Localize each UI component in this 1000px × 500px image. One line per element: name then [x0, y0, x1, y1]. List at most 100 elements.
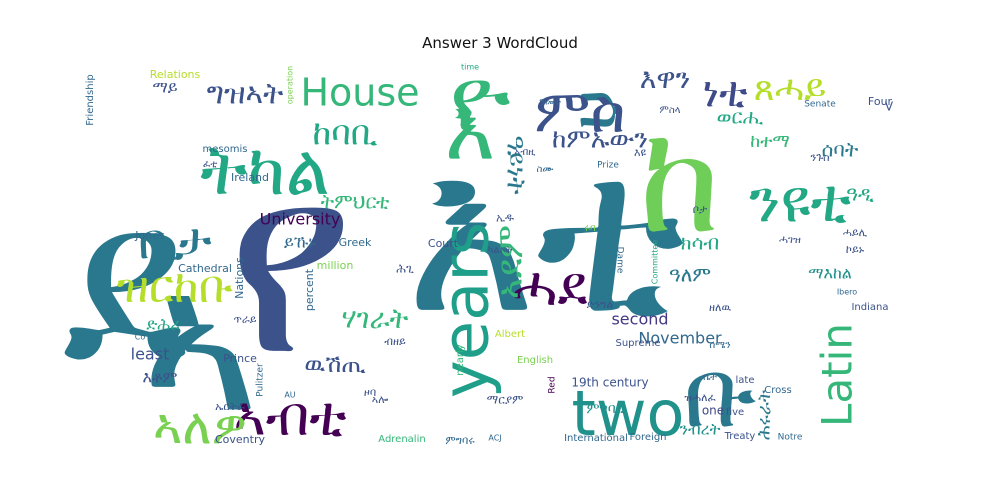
- word-52: Ireland: [231, 171, 269, 184]
- word-109: ንጉስ: [810, 151, 829, 164]
- word-33: November: [638, 329, 722, 348]
- word-2: እቲ: [406, 106, 685, 362]
- word-11: years: [430, 222, 504, 398]
- word-111: እዩ: [634, 146, 647, 159]
- word-62: million: [317, 259, 354, 272]
- word-34: second: [611, 310, 668, 329]
- word-39: ወርሒ: [717, 105, 764, 129]
- word-7: ኣ: [141, 225, 258, 458]
- word-38: ከተማ: [750, 131, 789, 152]
- word-26: ከምኡውን: [552, 125, 648, 155]
- word-37: ሰባት: [822, 138, 859, 162]
- word-87: AU: [284, 391, 295, 400]
- word-3: እ: [445, 80, 495, 179]
- word-18: ቢታ: [138, 213, 211, 271]
- word-104: ኤርትራ: [215, 400, 245, 413]
- word-76: Cross: [764, 385, 791, 396]
- word-102: ማርያም: [487, 393, 524, 407]
- word-29: ዉሽጢ: [304, 350, 366, 378]
- word-105: ኣብዚ: [514, 147, 536, 158]
- word-114: ፈቲ: [203, 159, 218, 170]
- word-55: Cathedral: [178, 262, 232, 275]
- word-42: ሕሩራት: [754, 390, 775, 440]
- word-97: ብዘይ: [384, 335, 406, 348]
- word-47: one: [702, 404, 724, 418]
- word-78: five: [726, 407, 744, 418]
- word-110: ኮይኑ: [846, 243, 865, 256]
- word-77: late: [736, 375, 755, 386]
- word-24: ነቲ: [702, 68, 747, 117]
- word-100: ሰሜን: [709, 340, 730, 351]
- word-94: ኢዱ: [496, 211, 514, 224]
- word-10: ትካል: [200, 129, 330, 211]
- chart-title: Answer 3 WordCloud: [422, 34, 578, 52]
- word-96: ጥራይ: [233, 313, 256, 326]
- word-79: Coventry: [215, 433, 265, 446]
- word-1: የ: [227, 111, 354, 413]
- word-85: operation: [286, 66, 295, 104]
- word-22: ከባቢ: [313, 114, 378, 154]
- word-49: ድሕሪ: [146, 315, 180, 334]
- word-91: Ibero: [837, 288, 857, 297]
- word-68: International: [564, 433, 628, 444]
- word-93: ሩባ: [584, 223, 596, 234]
- word-101: ምግባሩ: [445, 434, 475, 447]
- word-36: ዓለም: [669, 263, 711, 287]
- word-72: Dame: [615, 247, 625, 274]
- word-9: ምስ: [534, 77, 625, 147]
- word-48: ይኹኑ: [284, 233, 316, 252]
- word-46: 19th century: [571, 376, 648, 390]
- word-0: ደ: [62, 151, 187, 418]
- word-43: ማእከል: [808, 264, 852, 283]
- word-28: ሃገራት: [342, 302, 409, 335]
- word-56: Jones: [134, 229, 165, 242]
- word-95: ዘለዉ: [709, 301, 731, 314]
- word-108: ቤት: [703, 372, 717, 383]
- word-112: ኣሎ: [372, 393, 388, 406]
- word-57: Relations: [150, 68, 201, 81]
- word-103: ዝሓለፈ: [684, 391, 716, 404]
- word-15: ኣብቲ: [233, 384, 346, 448]
- word-66: Albert: [495, 329, 525, 340]
- word-82: Red: [548, 376, 558, 393]
- word-53: Greek: [339, 236, 372, 249]
- word-70: Treaty: [724, 431, 756, 442]
- word-86: time: [461, 63, 479, 72]
- word-54: Court: [428, 237, 459, 250]
- word-14: ሓደ: [513, 254, 588, 318]
- word-16: ኣለዎ: [153, 398, 247, 456]
- word-80: Adrenalin: [378, 434, 425, 445]
- word-25: ጸሓይ: [754, 68, 827, 109]
- word-19: Latin: [813, 323, 862, 427]
- word-65: English: [517, 355, 553, 366]
- word-69: Foreign: [629, 432, 666, 443]
- word-106: ስሙ: [537, 164, 554, 175]
- word-118: ካልኦት: [488, 245, 513, 256]
- word-12: two: [572, 377, 685, 450]
- word-64: Supreme: [616, 338, 661, 349]
- word-67: nearly: [455, 344, 466, 376]
- word-88: ACJ: [488, 434, 501, 443]
- word-51: ማይ: [152, 78, 177, 97]
- word-30: ኣደም: [490, 225, 531, 299]
- word-21: ግዝኣት: [207, 77, 284, 112]
- word-8: ዮ: [449, 47, 510, 152]
- word-5: ቡ: [683, 339, 756, 449]
- word-73: Indiana: [851, 302, 888, 313]
- word-20: House: [300, 71, 419, 115]
- word-6: ከ: [639, 93, 722, 267]
- word-99: ድንግል: [587, 298, 614, 311]
- word-35: least: [131, 345, 170, 364]
- word-41: ዓዲ: [846, 182, 874, 206]
- word-59: mesomis: [203, 144, 248, 155]
- word-31: ዓይነት: [501, 135, 531, 195]
- word-63: Prince: [223, 352, 257, 365]
- word-13: ንዩቲ: [749, 167, 851, 237]
- word-17: ዝርከቡ: [117, 260, 234, 313]
- word-23: እዋን: [640, 62, 691, 95]
- word-117: ዞባ: [364, 386, 376, 399]
- word-81: Pulitzer: [256, 363, 266, 397]
- word-40: ክሳብ: [681, 231, 719, 255]
- word-45: ንብረት: [680, 420, 721, 439]
